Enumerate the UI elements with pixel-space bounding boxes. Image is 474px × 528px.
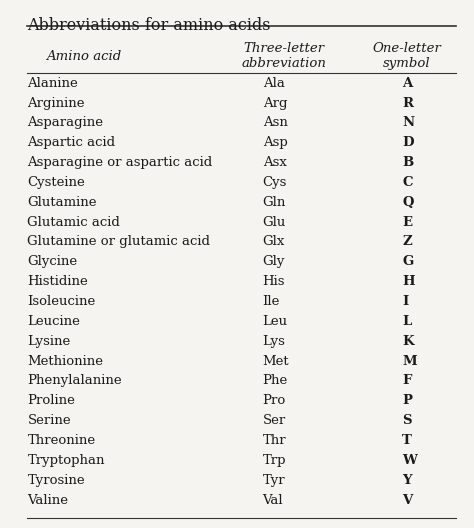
- Text: Gln: Gln: [263, 196, 286, 209]
- Text: Arg: Arg: [263, 97, 287, 109]
- Text: D: D: [402, 136, 414, 149]
- Text: V: V: [402, 494, 412, 506]
- Text: Glutamine or glutamic acid: Glutamine or glutamic acid: [27, 235, 210, 249]
- Text: Amino acid: Amino acid: [46, 50, 121, 63]
- Text: T: T: [402, 434, 412, 447]
- Text: Phenylalanine: Phenylalanine: [27, 374, 122, 388]
- Text: Met: Met: [263, 355, 289, 367]
- Text: Trp: Trp: [263, 454, 286, 467]
- Text: I: I: [402, 295, 409, 308]
- Text: W: W: [402, 454, 417, 467]
- Text: E: E: [402, 215, 412, 229]
- Text: Histidine: Histidine: [27, 275, 88, 288]
- Text: Lysine: Lysine: [27, 335, 71, 348]
- Text: Cys: Cys: [263, 176, 287, 189]
- Text: Asn: Asn: [263, 116, 288, 129]
- Text: G: G: [402, 256, 413, 268]
- Text: Q: Q: [402, 196, 414, 209]
- Text: Tryptophan: Tryptophan: [27, 454, 105, 467]
- Text: Glutamine: Glutamine: [27, 196, 97, 209]
- Text: Glx: Glx: [263, 235, 285, 249]
- Text: Leu: Leu: [263, 315, 288, 328]
- Text: Abbreviations for amino acids: Abbreviations for amino acids: [27, 17, 271, 34]
- Text: Y: Y: [402, 474, 412, 487]
- Text: Asp: Asp: [263, 136, 287, 149]
- Text: Thr: Thr: [263, 434, 286, 447]
- Text: Phe: Phe: [263, 374, 288, 388]
- Text: Gly: Gly: [263, 256, 285, 268]
- Text: Asparagine or aspartic acid: Asparagine or aspartic acid: [27, 156, 213, 169]
- Text: M: M: [402, 355, 417, 367]
- Text: F: F: [402, 374, 412, 388]
- Text: Ile: Ile: [263, 295, 280, 308]
- Text: Threonine: Threonine: [27, 434, 96, 447]
- Text: One-letter
symbol: One-letter symbol: [373, 42, 441, 70]
- Text: Glu: Glu: [263, 215, 286, 229]
- Text: A: A: [402, 77, 412, 90]
- Text: Ala: Ala: [263, 77, 284, 90]
- Text: Proline: Proline: [27, 394, 75, 407]
- Text: Serine: Serine: [27, 414, 71, 427]
- Text: Cysteine: Cysteine: [27, 176, 85, 189]
- Text: L: L: [402, 315, 411, 328]
- Text: K: K: [402, 335, 414, 348]
- Text: S: S: [402, 414, 412, 427]
- Text: Valine: Valine: [27, 494, 68, 506]
- Text: C: C: [402, 176, 413, 189]
- Text: Z: Z: [402, 235, 412, 249]
- Text: Glycine: Glycine: [27, 256, 78, 268]
- Text: B: B: [402, 156, 413, 169]
- Text: Lys: Lys: [263, 335, 285, 348]
- Text: Aspartic acid: Aspartic acid: [27, 136, 116, 149]
- Text: Leucine: Leucine: [27, 315, 80, 328]
- Text: Alanine: Alanine: [27, 77, 78, 90]
- Text: Val: Val: [263, 494, 283, 506]
- Text: Ser: Ser: [263, 414, 286, 427]
- Text: Asparagine: Asparagine: [27, 116, 103, 129]
- Text: R: R: [402, 97, 413, 109]
- Text: Tyr: Tyr: [263, 474, 285, 487]
- Text: Isoleucine: Isoleucine: [27, 295, 96, 308]
- Text: Glutamic acid: Glutamic acid: [27, 215, 120, 229]
- Text: N: N: [402, 116, 414, 129]
- Text: Asx: Asx: [263, 156, 286, 169]
- Text: P: P: [402, 394, 412, 407]
- Text: Three-letter
abbreviation: Three-letter abbreviation: [241, 42, 326, 70]
- Text: Pro: Pro: [263, 394, 286, 407]
- Text: Arginine: Arginine: [27, 97, 85, 109]
- Text: Methionine: Methionine: [27, 355, 103, 367]
- Text: H: H: [402, 275, 415, 288]
- Text: Tyrosine: Tyrosine: [27, 474, 85, 487]
- Text: His: His: [263, 275, 285, 288]
